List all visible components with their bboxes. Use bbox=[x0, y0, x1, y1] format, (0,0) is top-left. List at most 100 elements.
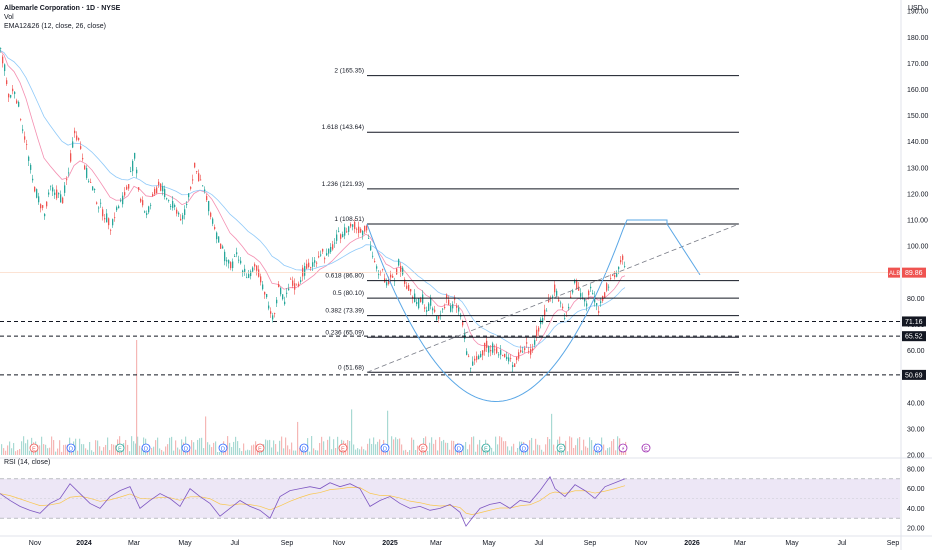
volume-bar bbox=[475, 451, 477, 455]
volume-bar bbox=[9, 441, 11, 455]
volume-bar bbox=[519, 441, 521, 455]
volume-bar bbox=[527, 447, 529, 455]
volume-bar bbox=[349, 441, 351, 455]
volume-bar bbox=[149, 450, 151, 455]
volume-bar bbox=[427, 450, 429, 455]
event-marker bbox=[641, 443, 651, 453]
candle-body bbox=[366, 225, 368, 231]
volume-bar bbox=[25, 443, 27, 455]
candle-body bbox=[148, 206, 150, 213]
volume-bar bbox=[291, 442, 293, 455]
volume-bar bbox=[361, 446, 363, 455]
candle-body bbox=[288, 288, 290, 291]
volume-bar bbox=[447, 442, 449, 455]
volume-bar bbox=[581, 450, 583, 455]
candle-body bbox=[584, 298, 586, 302]
event-marker bbox=[181, 443, 191, 453]
vol-label[interactable]: Vol bbox=[4, 14, 14, 21]
candle-body bbox=[508, 357, 510, 362]
event-marker-text: D bbox=[69, 447, 73, 453]
volume-bar bbox=[545, 444, 547, 455]
candle-body bbox=[504, 353, 506, 358]
volume-bar bbox=[491, 447, 493, 455]
rsi-label[interactable]: RSI (14, close) bbox=[4, 459, 51, 466]
candle-body bbox=[594, 296, 596, 303]
candle-body bbox=[458, 307, 460, 312]
volume-bar bbox=[603, 444, 605, 455]
volume-bar bbox=[41, 436, 43, 455]
candle-body bbox=[270, 311, 272, 314]
candle-body bbox=[620, 260, 622, 263]
price-tick-label: 80.00 bbox=[907, 296, 925, 303]
candle-body bbox=[230, 262, 232, 269]
price-tick-label: 150.00 bbox=[907, 113, 929, 120]
candle-body bbox=[214, 226, 216, 230]
candle-body bbox=[512, 365, 514, 368]
candle-body bbox=[130, 171, 132, 172]
price-tick-label: 190.00 bbox=[907, 9, 929, 16]
candle-body bbox=[406, 285, 408, 289]
candle-body bbox=[164, 188, 166, 198]
volume-bar bbox=[387, 410, 389, 455]
volume-bar bbox=[139, 445, 141, 455]
volume-bar bbox=[173, 450, 175, 455]
volume-bar bbox=[315, 450, 317, 455]
volume-bar bbox=[449, 449, 451, 455]
candle-body bbox=[174, 205, 176, 207]
candle-body bbox=[40, 204, 42, 209]
volume-bar bbox=[371, 443, 373, 455]
level-badge bbox=[902, 369, 926, 380]
volume-bar bbox=[531, 437, 533, 455]
volume-bar bbox=[103, 447, 105, 455]
price-tick-label: 20.00 bbox=[907, 453, 925, 460]
candle-body bbox=[68, 172, 70, 174]
candle-body bbox=[180, 218, 182, 221]
candle-body bbox=[100, 202, 102, 204]
volume-bar bbox=[553, 444, 555, 455]
time-tick-label: Mar bbox=[128, 540, 141, 547]
price-tick-label: 40.00 bbox=[907, 400, 925, 407]
volume-bar bbox=[365, 450, 367, 455]
candle-body bbox=[318, 256, 320, 258]
candle-body bbox=[430, 298, 432, 306]
candle-body bbox=[598, 311, 600, 313]
volume-bar bbox=[53, 440, 55, 455]
ema-label[interactable]: EMA12&26 (12, close, 26, close) bbox=[4, 23, 106, 30]
candle-body bbox=[28, 156, 30, 161]
candle-body bbox=[416, 302, 418, 305]
candle-body bbox=[358, 226, 360, 233]
candle-body bbox=[554, 284, 556, 293]
volume-bar bbox=[153, 446, 155, 455]
volume-bar bbox=[375, 444, 377, 455]
candle-body bbox=[90, 182, 92, 183]
volume-bar bbox=[193, 442, 195, 455]
volume-bar bbox=[273, 440, 275, 455]
volume-bar bbox=[327, 439, 329, 455]
candle-body bbox=[172, 200, 174, 208]
candle-body bbox=[36, 189, 38, 198]
volume-bar bbox=[369, 438, 371, 455]
candle-body bbox=[364, 225, 366, 232]
candle-body bbox=[552, 296, 554, 299]
volume-bar bbox=[351, 409, 353, 455]
volume-bar bbox=[189, 450, 191, 455]
candle-body bbox=[96, 202, 98, 204]
candle-body bbox=[144, 211, 146, 213]
candle-body bbox=[284, 301, 286, 305]
candle-body bbox=[94, 189, 96, 190]
price-tick-label: 180.00 bbox=[907, 35, 929, 42]
candle-body bbox=[516, 357, 518, 360]
candle-body bbox=[46, 201, 48, 207]
event-marker-text: E bbox=[341, 447, 345, 453]
volume-bar bbox=[357, 448, 359, 455]
candle-body bbox=[314, 260, 316, 263]
fib-level-label: 1 (108.51) bbox=[334, 216, 364, 223]
candle-body bbox=[116, 207, 118, 211]
symbol-title[interactable]: Albemarle Corporation · 1D · NYSE bbox=[4, 5, 121, 12]
volume-bar bbox=[283, 448, 285, 455]
volume-bar bbox=[565, 440, 567, 455]
volume-bar bbox=[329, 436, 331, 455]
candle-body bbox=[576, 280, 578, 290]
volume-bar bbox=[443, 439, 445, 455]
